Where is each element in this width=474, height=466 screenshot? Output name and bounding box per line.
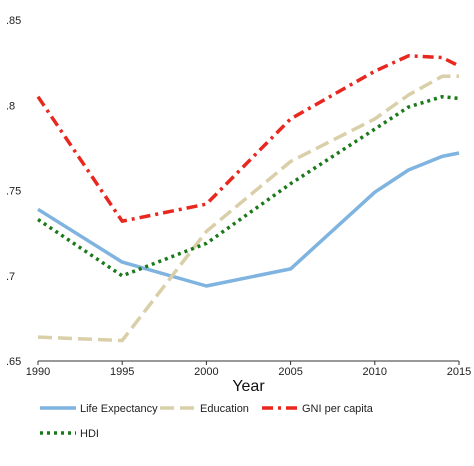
- x-axis-title: Year: [232, 378, 265, 395]
- series-line-gni-per-capita: [38, 56, 459, 221]
- x-tick-label: 2000: [194, 366, 218, 378]
- series-line-life-expectancy: [38, 153, 459, 286]
- legend-label: Life Expectancy: [80, 403, 158, 415]
- legend-label: GNI per capita: [302, 403, 374, 415]
- y-tick-label: .7: [6, 271, 15, 283]
- x-tick-label: 1990: [26, 366, 50, 378]
- y-tick-label: .65: [6, 356, 21, 368]
- y-tick-label: .8: [6, 100, 15, 112]
- x-tick-label: 2005: [278, 366, 302, 378]
- legend-label: Education: [200, 403, 249, 415]
- axes: 1990 1995 2000 2005 2010 2015 .65 .7 .75 .8 .85: [6, 15, 471, 378]
- y-tick-label: .75: [6, 186, 21, 198]
- y-tick-label: .85: [6, 15, 21, 27]
- legend-label: HDI: [80, 428, 99, 440]
- series-layer: [38, 56, 459, 341]
- series-line-education: [38, 76, 459, 340]
- x-tick-label: 2010: [363, 366, 387, 378]
- x-tick-label: 1995: [110, 366, 134, 378]
- legend: Life Expectancy Education GNI per capita HD…: [40, 403, 374, 440]
- x-tick-label: 2015: [447, 366, 471, 378]
